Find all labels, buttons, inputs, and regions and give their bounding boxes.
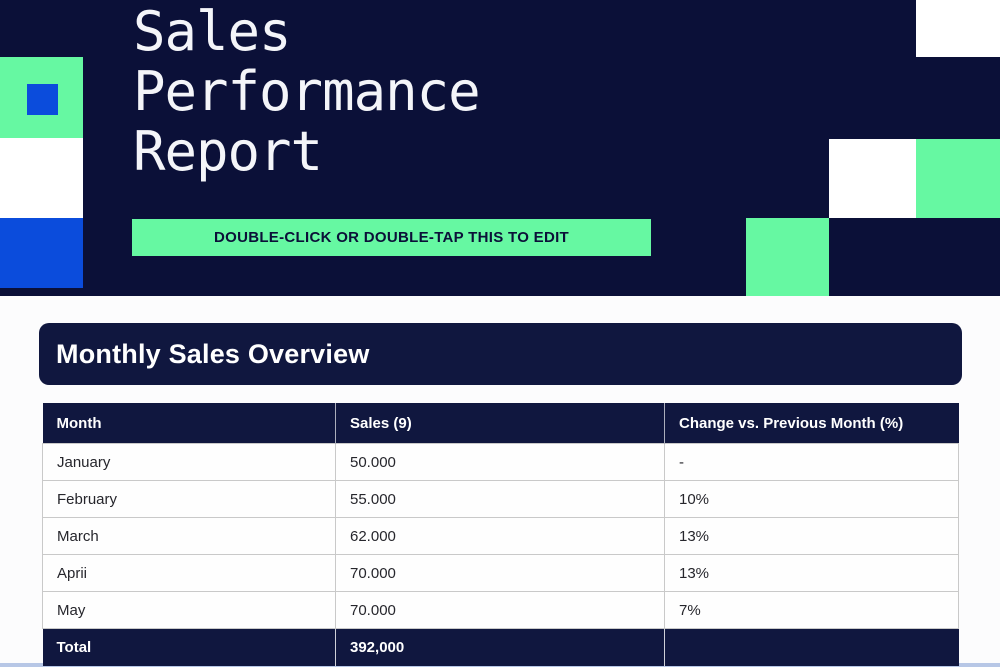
month-cell: February [42,480,336,518]
change-cell: - [664,443,959,481]
header-banner: Sales Performance Report DOUBLE-CLICK OR… [0,0,1000,296]
report-title-line-3: Report [133,120,323,183]
table-row: February 55.000 10% [42,480,959,518]
decor-white-square-right [829,139,916,218]
decor-green-square-bottom-right [746,218,829,296]
report-title[interactable]: Sales Performance Report [133,0,481,183]
change-cell: 13% [664,517,959,555]
table-body: January 50.000- February 55.000 10% March 62.0… [42,443,959,629]
sales-table: Month Sales (9) Change vs. Previous Mont… [42,403,959,666]
change-cell: 7% [664,591,959,629]
sales-cell: 50.000 [335,443,665,481]
sales-table-wrap[interactable]: Month Sales (9) Change vs. Previous Mont… [42,403,959,666]
table-row: May 70.000 7% [42,591,959,629]
decor-white-square-top-right [916,0,1000,57]
column-header-month: Month [42,403,336,444]
decor-blue-square-inner [27,84,58,115]
table-header-row: Month Sales (9) Change vs. Previous Mont… [42,403,959,444]
decor-green-square-right [916,139,1000,218]
total-sales-cell: 392,000 [335,628,665,666]
report-title-line-2: Performance [133,60,481,123]
report-title-line-1: Sales [133,0,292,63]
month-cell: January [42,443,336,481]
month-cell: Aprii [42,554,336,592]
decor-white-square-left [0,138,83,218]
month-cell: March [42,517,336,555]
total-label-cell: Total [42,628,336,666]
table-row: Aprii 70.000 13% [42,554,959,592]
decor-blue-square-bottom-left [0,218,83,288]
column-header-sales: Sales (9) [335,403,665,444]
sales-cell: 70.000 [335,554,665,592]
total-change-cell [664,628,959,666]
change-cell: 13% [664,554,959,592]
section-title: Monthly Sales Overview [56,338,370,369]
column-header-change: Change vs. Previous Month (%) [664,403,959,444]
edit-button[interactable]: DOUBLE-CLICK OR DOUBLE-TAP THIS TO EDIT [132,219,651,256]
table-row: January 50.000- [42,443,959,481]
sales-cell: 55.000 [335,480,665,518]
change-cell: 10% [664,480,959,518]
month-cell: May [42,591,336,629]
section-title-bar[interactable]: Monthly Sales Overview [39,323,962,385]
sales-cell: 62.000 [335,517,665,555]
sales-cell: 70.000 [335,591,665,629]
table-row: March 62.000 13% [42,517,959,555]
total-row: Total 392,000 [42,628,959,666]
